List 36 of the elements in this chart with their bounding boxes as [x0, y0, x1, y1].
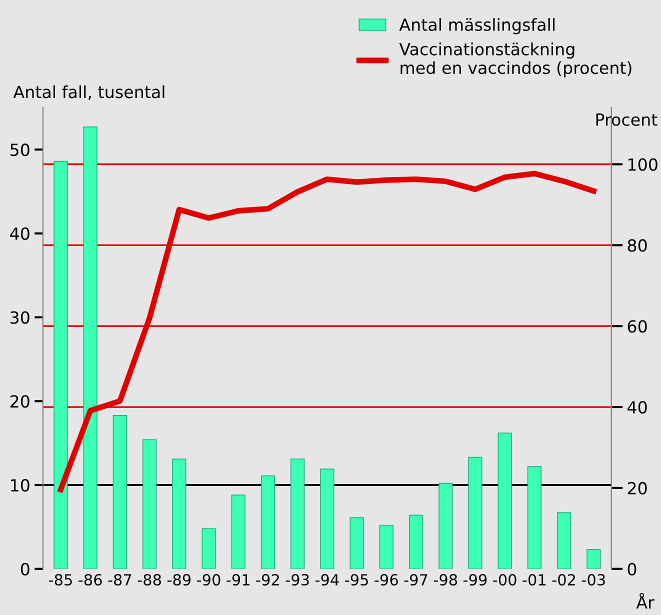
y-tick-label: 10: [11, 478, 30, 492]
x-tick-label: -97: [404, 574, 428, 586]
y-tick-label: 30: [10, 311, 30, 324]
x-tick-label: -95: [345, 574, 368, 586]
x-tick-label: -92: [256, 574, 279, 586]
legend-label: Antal mässlingsfall: [399, 18, 554, 34]
x-tick-label: -94: [315, 574, 339, 586]
y2-tick-label: 40: [628, 400, 647, 414]
x-tick-label: -96: [374, 574, 398, 586]
x-tick-label: -85: [49, 574, 72, 586]
y2-tick-label: 100: [628, 158, 658, 171]
y-tick-label: 0: [20, 562, 30, 576]
x-tick-label: -01: [522, 574, 546, 586]
x-tick-label: -00: [493, 574, 516, 586]
y-axis-title: Antal fall, tusental: [13, 85, 164, 100]
y2-tick-label: 0: [628, 562, 636, 576]
x-axis-title: År: [636, 592, 654, 608]
y2-tick-label: 20: [628, 482, 647, 495]
x-tick-label: -88: [138, 574, 161, 586]
x-tick-label: -87: [108, 574, 132, 586]
x-tick-label: -98: [434, 574, 458, 586]
x-tick-label: -91: [226, 574, 250, 586]
x-tick-label: -03: [582, 574, 605, 586]
legend-label: Vaccinationstäckning med en vaccindos (procent): [399, 42, 632, 78]
y-tick-label: 20: [10, 395, 30, 408]
x-tick-label: -90: [197, 574, 220, 586]
x-tick-label: -02: [552, 574, 575, 586]
y-tick-label: 40: [10, 227, 30, 240]
y2-tick-label: 80: [628, 239, 647, 252]
x-tick-label: -99: [464, 574, 487, 586]
x-tick-label: -93: [286, 574, 309, 586]
y2-tick-label: 60: [628, 320, 647, 333]
y2-axis-title: Procent: [596, 114, 658, 126]
x-tick-label: -89: [167, 574, 191, 586]
x-tick-label: -86: [78, 574, 102, 586]
y-tick-label: 50: [10, 144, 30, 156]
